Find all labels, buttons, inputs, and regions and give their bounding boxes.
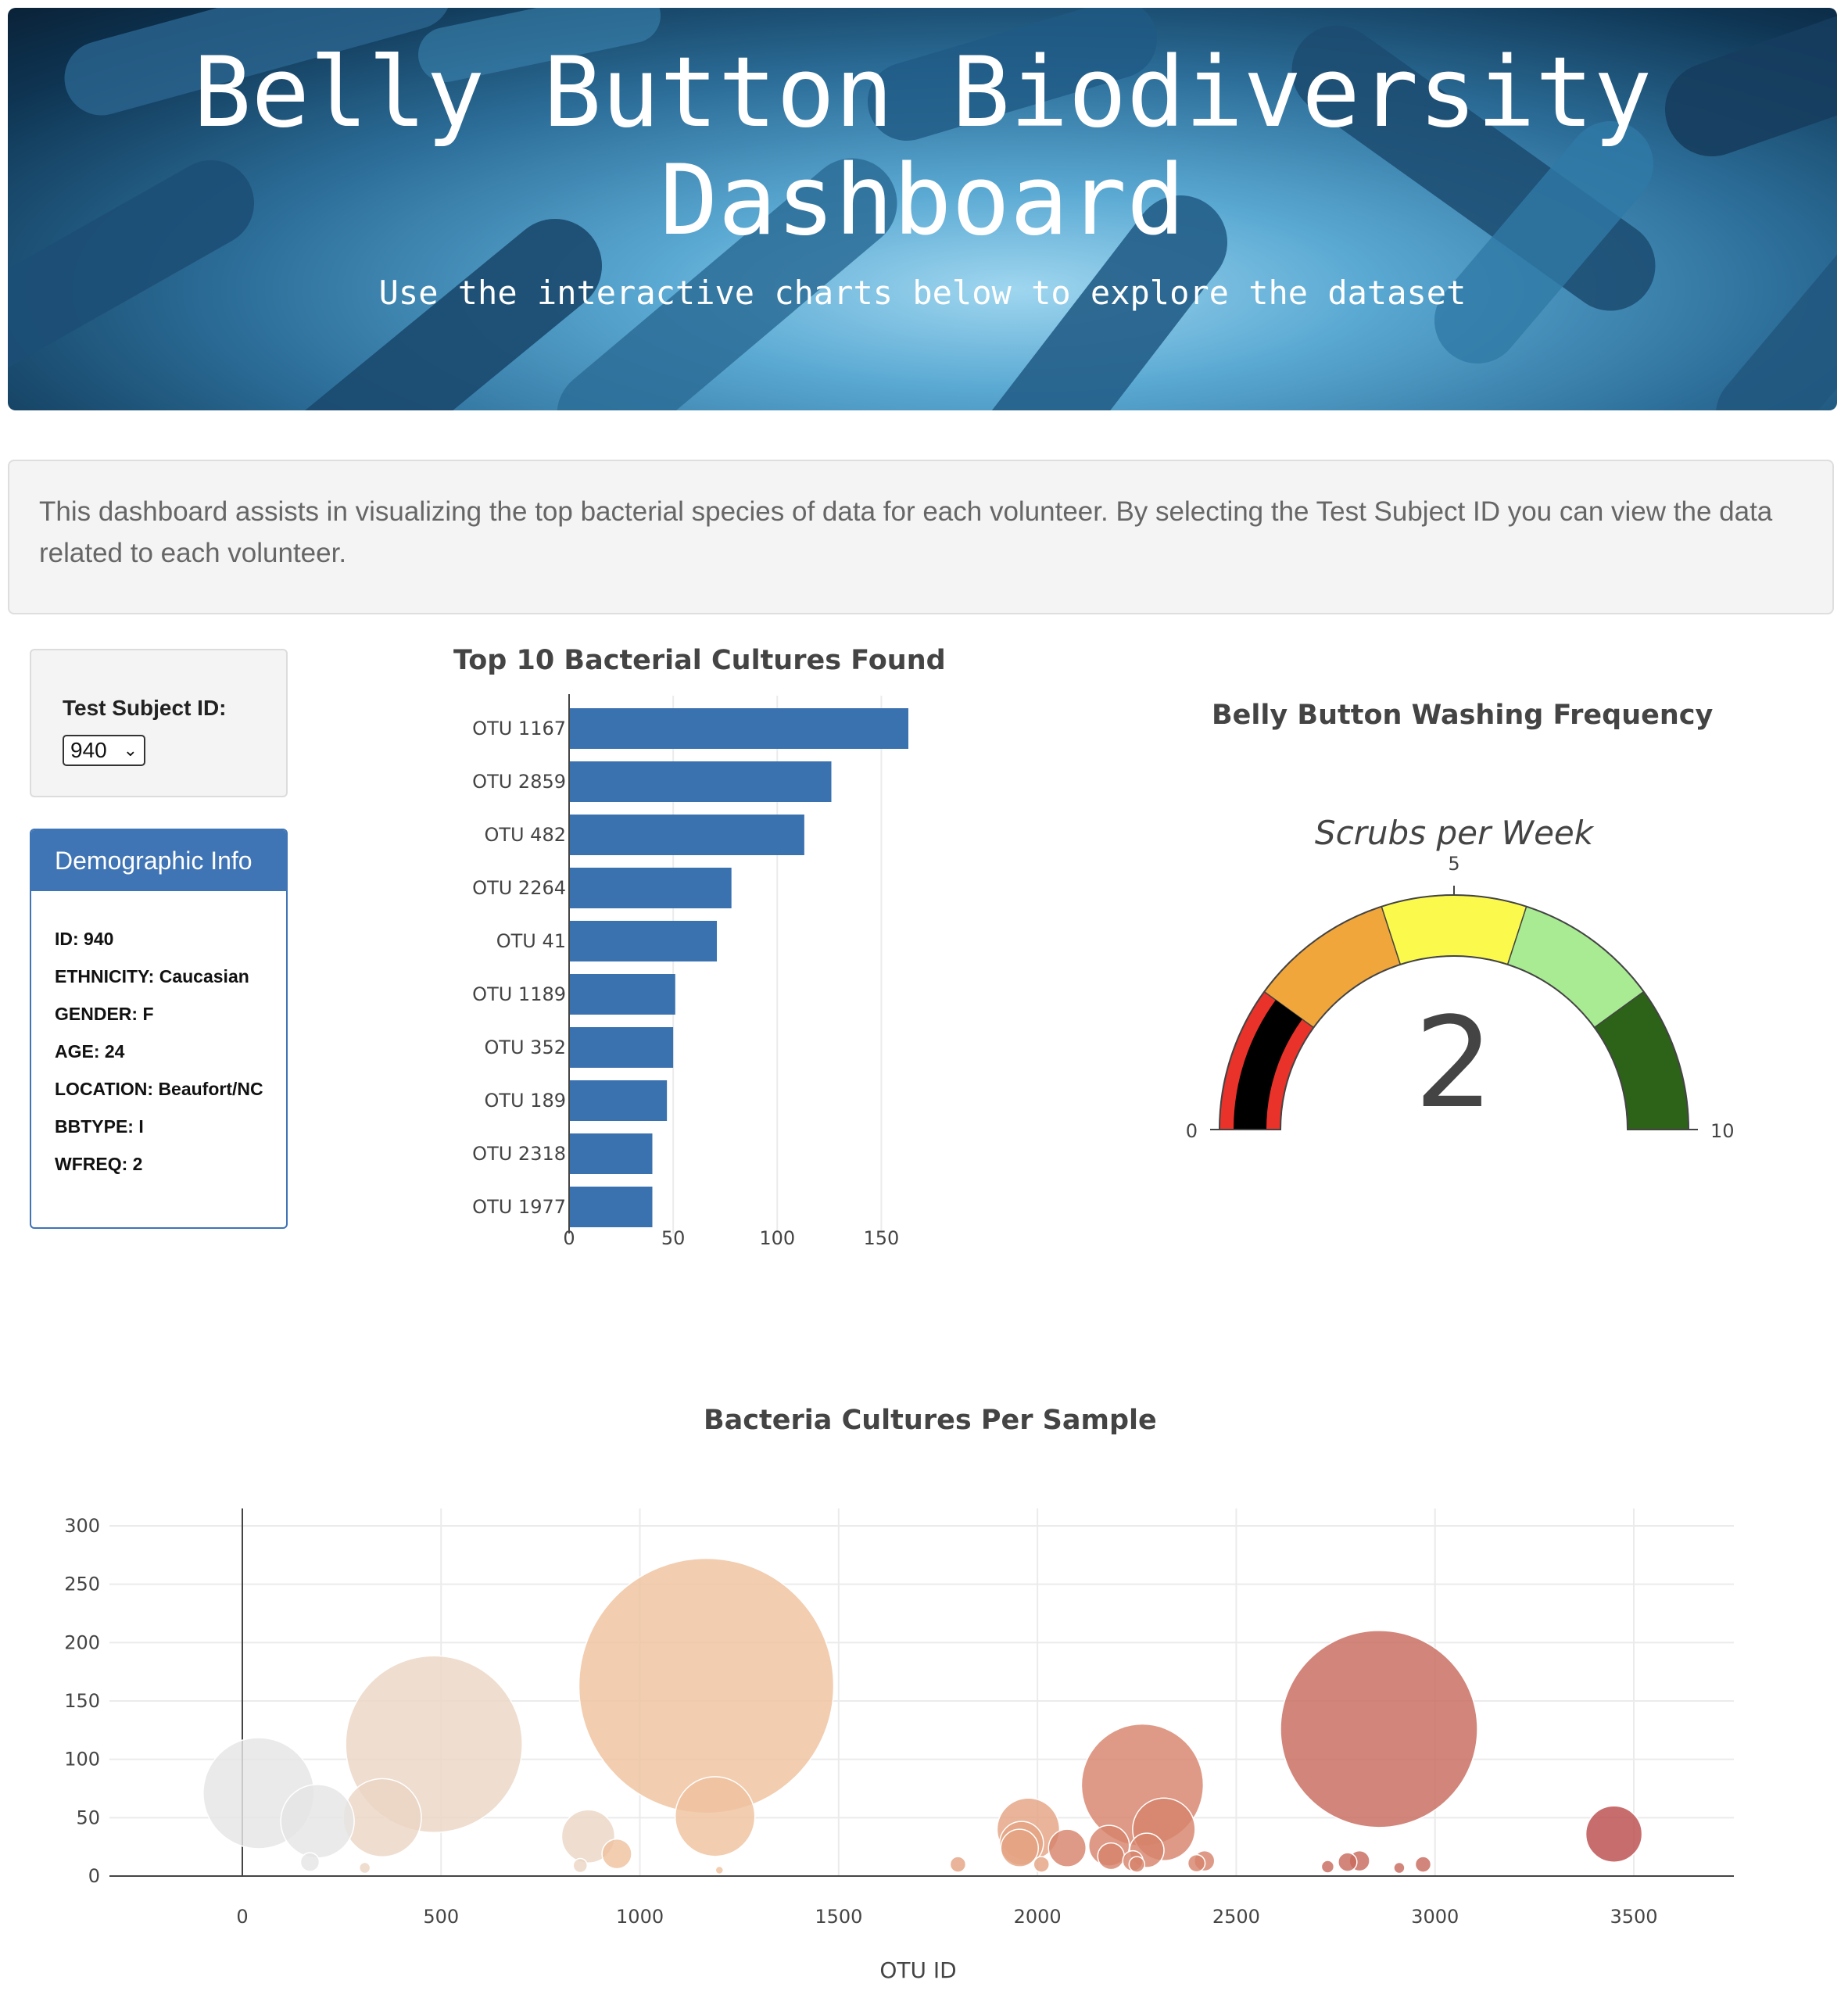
bubble-point xyxy=(601,1838,632,1870)
subject-id-select[interactable]: 940 ⌄ xyxy=(63,735,145,766)
bar xyxy=(569,761,832,802)
bubble-y-tick-label: 0 xyxy=(88,1865,100,1887)
bar xyxy=(569,708,908,749)
bubble-x-tick-label: 3500 xyxy=(1610,1906,1657,1928)
bubble-point xyxy=(1097,1842,1125,1871)
bar-x-tick-label: 150 xyxy=(863,1227,899,1249)
bubble-point xyxy=(714,1865,725,1875)
bubble-point xyxy=(358,1861,371,1874)
bar-y-tick-label: OTU 189 xyxy=(484,1090,566,1112)
demo-id: ID: 940 xyxy=(55,929,114,949)
gauge-value: 2 xyxy=(1414,990,1494,1136)
subject-id-value: 940 xyxy=(70,738,107,762)
bar-x-tick-label: 100 xyxy=(759,1227,795,1249)
gauge-chart-title: Belly Button Washing Frequency xyxy=(1212,700,1714,731)
gauge-tick-label: 5 xyxy=(1448,853,1459,875)
gauge-value-bar xyxy=(1234,1000,1302,1130)
bar-x-tick-label: 0 xyxy=(563,1227,575,1249)
bubble-point xyxy=(1000,1828,1040,1867)
bubble-y-tick-label: 150 xyxy=(64,1690,100,1712)
page-title: Belly Button Biodiversity Dashboard xyxy=(192,37,1653,257)
bar-x-tick-label: 50 xyxy=(661,1227,686,1249)
gauge-tick-label: 10 xyxy=(1710,1120,1735,1142)
gauge-chart: 0 5 10 Scrubs per Week 2 xyxy=(1186,814,1735,1142)
bubble-point xyxy=(1280,1630,1478,1828)
bubble-point xyxy=(342,1778,422,1858)
bubble-y-tick-label: 100 xyxy=(64,1749,100,1771)
bar xyxy=(569,1027,674,1068)
bubble-point xyxy=(949,1856,967,1873)
bubble-y-tick-label: 300 xyxy=(64,1515,100,1537)
hero-banner: Belly Button Biodiversity Dashboard Use … xyxy=(8,8,1837,410)
bubble-point xyxy=(1187,1853,1206,1873)
bubble-point xyxy=(280,1784,355,1859)
bubble-x-tick-label: 2000 xyxy=(1014,1906,1062,1928)
bubble-point xyxy=(1048,1828,1087,1867)
bubble-chart-title: Bacteria Cultures Per Sample xyxy=(704,1405,1157,1436)
demo-location: LOCATION: Beaufort/NC xyxy=(55,1079,263,1099)
gauge-tick-label: 0 xyxy=(1186,1120,1198,1142)
bar-y-tick-label: OTU 352 xyxy=(484,1037,566,1058)
bubble-y-tick-label: 50 xyxy=(76,1806,100,1828)
gauge-subtitle: Scrubs per Week xyxy=(1315,814,1595,852)
subject-id-label: Test Subject ID: xyxy=(63,696,227,720)
bubble-point xyxy=(1320,1860,1335,1874)
bubble-point xyxy=(578,1557,835,1814)
bubble-point xyxy=(1585,1805,1643,1863)
bubble-point xyxy=(1393,1861,1406,1874)
bar-chart-title: Top 10 Bacterial Cultures Found xyxy=(453,645,946,676)
demographic-panel: Demographic Info ID: 940 ETHNICITY: Cauc… xyxy=(30,829,288,1229)
bar-y-tick-label: OTU 482 xyxy=(484,824,566,846)
bubble-x-tick-label: 2500 xyxy=(1212,1906,1260,1928)
demo-gender: GENDER: F xyxy=(55,1004,154,1024)
bar xyxy=(569,1080,668,1121)
bacteria-background-image xyxy=(8,8,1837,410)
bubble-x-tick-label: 1500 xyxy=(815,1906,862,1928)
bubble-point xyxy=(1338,1852,1358,1872)
bar xyxy=(569,1187,653,1227)
demo-wfreq: WFREQ: 2 xyxy=(55,1154,143,1174)
bar xyxy=(569,1133,653,1174)
bubble-point xyxy=(299,1852,321,1872)
bar-y-tick-label: OTU 41 xyxy=(496,930,566,952)
intro-text: This dashboard assists in visualizing th… xyxy=(39,496,1773,568)
bubble-point xyxy=(674,1776,756,1857)
demographic-title: Demographic Info xyxy=(31,830,286,891)
demo-age: AGE: 24 xyxy=(55,1041,125,1062)
bar-y-tick-label: OTU 1977 xyxy=(472,1196,566,1218)
gauge-outline xyxy=(1218,894,1690,1130)
demo-ethnicity: ETHNICITY: Caucasian xyxy=(55,966,249,986)
bar-y-tick-label: OTU 2318 xyxy=(472,1143,566,1165)
bar xyxy=(569,815,804,855)
bubble-point xyxy=(1033,1856,1050,1873)
bubble-point xyxy=(1414,1856,1432,1873)
bar xyxy=(569,921,718,961)
bubble-x-tick-label: 3000 xyxy=(1411,1906,1459,1928)
bar xyxy=(569,974,675,1015)
bubble-y-tick-label: 200 xyxy=(64,1631,100,1653)
bubble-point xyxy=(560,1809,616,1864)
bar xyxy=(569,868,732,908)
demo-bbtype: BBTYPE: I xyxy=(55,1116,144,1137)
intro-panel: This dashboard assists in visualizing th… xyxy=(8,460,1834,614)
bar-chart: 0 50 100 150 OTU 1167 OTU 2859 OTU 482 OTU 2264… xyxy=(472,694,908,1249)
bubble-y-tick-label: 250 xyxy=(64,1574,100,1595)
gauge-band xyxy=(1381,894,1527,965)
chevron-down-icon: ⌄ xyxy=(123,740,138,760)
bubble-x-axis-label: OTU ID xyxy=(879,1957,956,1983)
bar-y-tick-label: OTU 1189 xyxy=(472,983,566,1005)
page-subtitle: Use the interactive charts below to expl… xyxy=(378,274,1467,312)
bar-y-tick-label: OTU 2264 xyxy=(472,877,566,899)
bubble-x-tick-label: 0 xyxy=(236,1906,248,1928)
bubble-x-tick-label: 500 xyxy=(423,1906,459,1928)
bubble-point xyxy=(1128,1856,1146,1873)
bubble-x-tick-label: 1000 xyxy=(616,1906,664,1928)
bar-y-tick-label: OTU 1167 xyxy=(472,718,566,739)
bubble-point xyxy=(572,1857,589,1874)
bar-y-tick-label: OTU 2859 xyxy=(472,771,566,793)
subject-selector-panel: Test Subject ID: 940 ⌄ xyxy=(30,649,288,797)
